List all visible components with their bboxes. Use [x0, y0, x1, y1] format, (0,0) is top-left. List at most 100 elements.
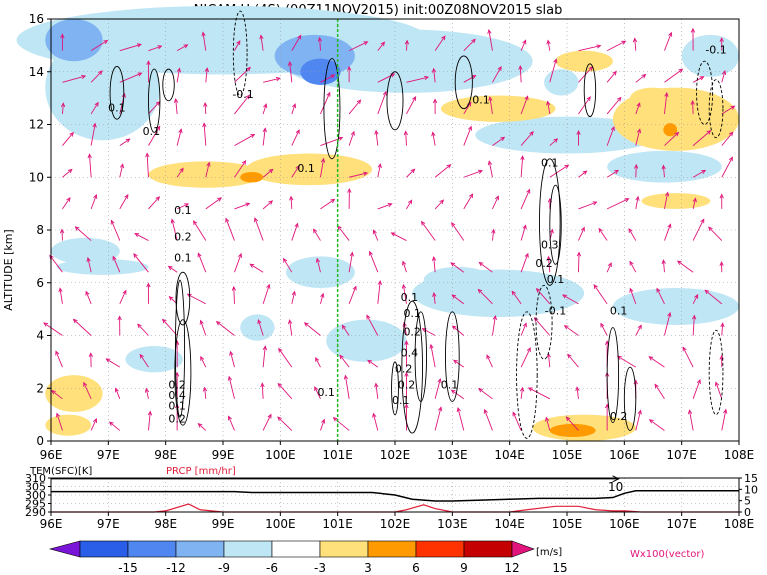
wind-vector — [664, 311, 672, 336]
wind-vector-head — [404, 371, 409, 377]
wind-vector-head — [621, 40, 627, 45]
wind-vector-shaft — [176, 129, 182, 146]
wind-vector-shaft — [205, 162, 210, 178]
wind-vector-shaft — [635, 129, 641, 146]
wind-vector-head — [446, 164, 452, 169]
wind-vector — [227, 415, 235, 431]
wind-vector-head — [687, 409, 693, 415]
wind-vector-head — [66, 197, 71, 202]
wind-vector-shaft — [204, 102, 207, 114]
wind-vector — [721, 69, 727, 83]
wind-vector — [664, 31, 673, 51]
wind-vector — [85, 290, 92, 305]
wind-vector-shaft — [629, 261, 637, 273]
wind-vector-head — [664, 191, 670, 197]
wind-vector-head — [656, 287, 661, 293]
wind-vector-shaft — [547, 40, 551, 51]
wind-vector-shaft — [200, 356, 207, 368]
wind-vector-head — [719, 261, 724, 266]
wind-vector-head — [372, 229, 377, 235]
wind-vector — [692, 218, 705, 241]
wind-vector-shaft — [234, 253, 242, 273]
wind-vector-shaft — [148, 101, 160, 115]
wind-vector-head — [668, 31, 673, 37]
wind-vector-shaft — [463, 170, 483, 178]
wind-vector — [606, 262, 612, 273]
wind-vector — [600, 322, 608, 336]
wind-vector-head — [664, 92, 669, 97]
wind-vector-shaft — [85, 291, 92, 305]
wind-vector-head — [404, 39, 410, 45]
wind-vector-head — [519, 386, 525, 392]
wind-vector-head — [203, 101, 208, 107]
main-y-ticks: 0 2 4 6 8 10 12 14 16 — [29, 12, 51, 448]
wind-vector-shaft — [145, 388, 149, 399]
wind-vector — [110, 219, 121, 241]
wind-vector — [708, 226, 723, 241]
wind-vector-shaft — [291, 103, 296, 115]
wind-vector-head — [471, 38, 476, 44]
wind-vector-head — [624, 198, 630, 203]
wind-shade-blob — [300, 58, 341, 85]
wind-vector-head — [204, 67, 209, 73]
wind-vector — [492, 136, 506, 146]
wind-vector-head — [635, 195, 640, 201]
temperature-line — [51, 490, 739, 502]
wind-vector-head — [112, 255, 117, 261]
wind-vector-shaft — [377, 280, 381, 304]
wind-vector — [374, 129, 379, 146]
wind-vector-shaft — [662, 165, 665, 178]
wind-vector-head — [661, 259, 666, 265]
x-tick-label: 108E — [724, 448, 755, 462]
x-tick-label: 99E — [212, 448, 235, 462]
wind-vector-shaft — [463, 193, 473, 210]
wind-vector-head — [471, 75, 477, 80]
wind-vector — [692, 76, 705, 83]
wind-vector — [576, 130, 581, 146]
colorbar-tick-label: -12 — [166, 561, 186, 575]
wind-vector-shaft — [520, 323, 527, 336]
colorbar-units: [m/s] — [536, 547, 562, 558]
x-tick-label: 105E — [552, 448, 583, 462]
wind-vector-shaft — [348, 286, 357, 305]
wind-vector-head — [682, 346, 687, 352]
contour-loop — [583, 63, 597, 118]
wind-vector — [520, 95, 529, 115]
wind-vector-shaft — [262, 414, 272, 431]
wind-vector-head — [429, 343, 434, 349]
wind-vector-shaft — [477, 289, 493, 305]
wind-vector — [635, 73, 647, 83]
wind-vector-shaft — [320, 158, 325, 178]
wind-vector-head — [478, 169, 484, 174]
wind-vector-head — [139, 353, 144, 359]
wind-vector — [320, 91, 331, 115]
wind-vector-head — [199, 319, 204, 325]
wind-vector-shaft — [377, 41, 385, 51]
colorbar-box — [319, 540, 369, 558]
contour-label: 0.1 — [174, 204, 192, 217]
colorbar-tick-label: 3 — [364, 561, 372, 575]
wind-vector-shaft — [635, 325, 642, 336]
wind-vector — [315, 257, 321, 273]
surface-x-ticks: 96E 97E 98E 99E 100E 101E 102E 103E 104E 105E 106E… — [40, 512, 754, 531]
wind-vector — [511, 290, 522, 305]
wind-vector — [456, 406, 465, 431]
wind-vector — [463, 169, 484, 178]
wind-vector-head — [72, 318, 78, 324]
wind-vector-head — [437, 377, 442, 383]
wind-vector — [348, 99, 362, 115]
wind-vector — [692, 293, 699, 305]
wind-vector-shaft — [434, 164, 451, 178]
wind-vector — [262, 127, 267, 146]
wind-vector — [205, 161, 211, 178]
wind-vector-shaft — [692, 100, 694, 114]
wind-vector-head — [108, 421, 114, 426]
wind-shade-blob — [245, 153, 373, 186]
y-tick-label: 12 — [29, 118, 44, 132]
colorbar-min-triangle — [48, 540, 81, 558]
wind-vector-shaft — [205, 68, 208, 83]
wind-vector-shaft — [430, 344, 436, 368]
wind-vector-shaft — [664, 132, 679, 146]
wind-vector-shaft — [520, 225, 527, 241]
wind-vector — [320, 136, 344, 147]
